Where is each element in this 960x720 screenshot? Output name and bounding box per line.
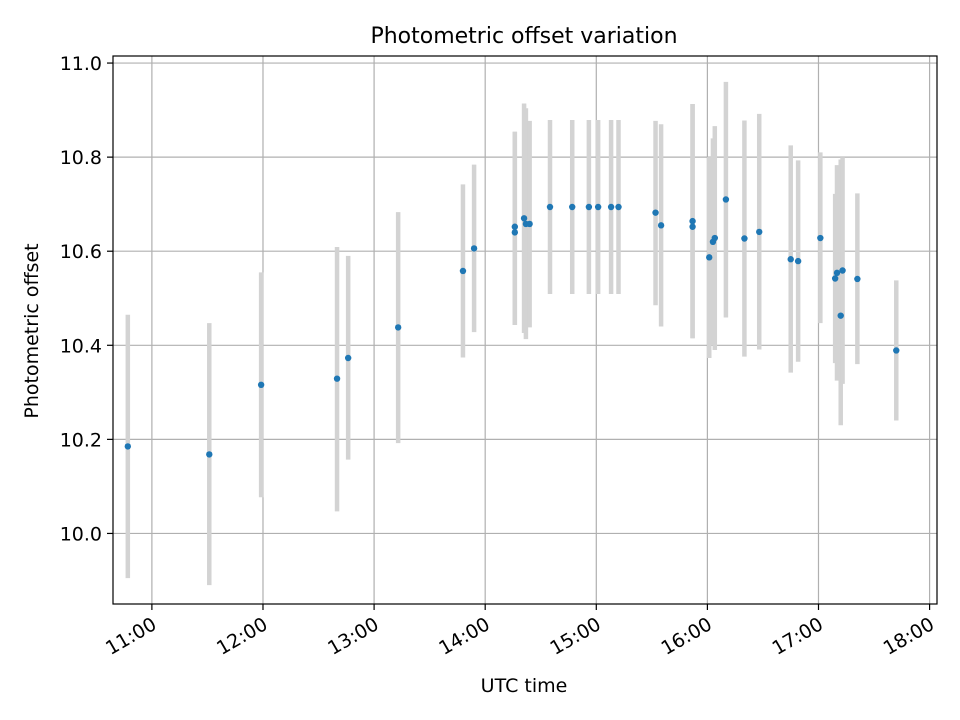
- data-point: [333, 375, 341, 382]
- data-point: [893, 347, 900, 354]
- data-point: [741, 235, 748, 242]
- data-points: [124, 196, 900, 458]
- data-point: [833, 269, 841, 277]
- x-tick-label: 11:00: [102, 613, 160, 659]
- data-point: [756, 228, 763, 236]
- y-tick-label: 10.4: [60, 335, 102, 357]
- data-point: [569, 203, 576, 211]
- y-axis-label: Photometric offset: [21, 243, 43, 418]
- x-axis-label: UTC time: [481, 675, 568, 697]
- data-point: [124, 443, 132, 450]
- data-point: [831, 275, 839, 282]
- data-point: [257, 381, 265, 388]
- data-point: [706, 254, 713, 261]
- data-point: [607, 203, 615, 211]
- y-tick-label: 10.0: [60, 523, 102, 545]
- y-tick-label: 10.8: [60, 147, 102, 169]
- data-point: [837, 312, 844, 319]
- data-point: [344, 354, 352, 362]
- data-point: [526, 220, 533, 228]
- data-point: [520, 215, 528, 222]
- data-point: [585, 203, 593, 211]
- axis-ticks: 11:00 12:00 13:00 14:00 15:00 16:00 17:00 18:00…: [60, 53, 938, 660]
- data-point: [546, 203, 554, 211]
- data-point: [615, 203, 622, 211]
- data-point: [722, 196, 730, 203]
- y-tick-label: 11.0: [60, 53, 102, 75]
- data-point: [657, 222, 665, 229]
- x-tick-label: 15:00: [546, 613, 604, 659]
- y-tick-label: 10.6: [60, 241, 102, 263]
- x-tick-label: 16:00: [657, 613, 715, 659]
- x-tick-label: 13:00: [324, 613, 382, 659]
- data-point: [711, 234, 718, 242]
- x-tick-label: 18:00: [880, 613, 938, 659]
- x-tick-label: 17:00: [769, 613, 827, 659]
- data-point: [817, 234, 824, 242]
- data-point: [394, 324, 402, 331]
- data-point: [854, 275, 861, 283]
- data-point: [794, 257, 802, 265]
- data-point: [459, 267, 467, 275]
- x-tick-label: 14:00: [435, 613, 493, 659]
- y-tick-label: 10.2: [60, 429, 102, 451]
- chart-title: Photometric offset variation: [370, 24, 677, 49]
- data-point: [470, 245, 478, 252]
- axes-frame: [112, 55, 938, 605]
- data-point: [206, 451, 213, 458]
- x-tick-label: 12:00: [213, 613, 271, 659]
- data-point: [594, 203, 602, 211]
- data-point: [839, 267, 846, 274]
- data-point: [652, 209, 659, 216]
- data-point: [689, 223, 696, 230]
- data-point: [511, 223, 519, 230]
- data-point: [689, 217, 696, 225]
- data-point: [787, 256, 794, 263]
- data-point: [511, 229, 519, 236]
